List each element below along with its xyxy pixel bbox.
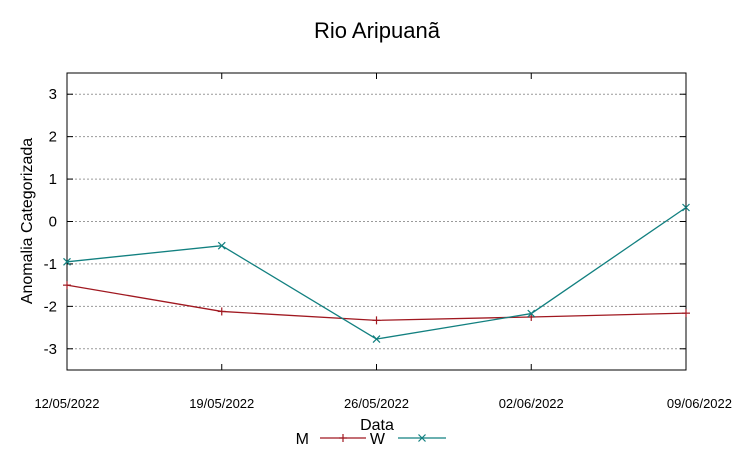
y-axis-ticks: 3 2 1 0 -1 -2 -3 [44, 86, 686, 358]
y-axis-title: Anomalia Categorizada [19, 138, 36, 304]
data-point-W [63, 257, 71, 266]
y-tick-label: 3 [49, 86, 57, 103]
legend-label-W: W [370, 431, 386, 448]
legend-marker-W [418, 434, 426, 442]
x-axis-title: Data [360, 417, 394, 434]
x-axis-ticks: 12/05/2022 19/05/2022 26/05/2022 02/06/2022… [34, 73, 732, 411]
x-tick-label: 19/05/2022 [189, 396, 254, 411]
series-line-M [66, 284, 687, 322]
y-tick-label: -1 [44, 256, 57, 273]
x-tick-label: 09/06/2022 [667, 396, 732, 411]
x-tick-label: 12/05/2022 [34, 396, 99, 411]
data-point-W [527, 309, 536, 318]
legend-label-M: M [296, 431, 309, 448]
y-tick-label: 2 [49, 129, 57, 146]
y-tick-label: 0 [49, 214, 57, 231]
x-tick-label: 02/06/2022 [499, 396, 564, 411]
chart-title: Rio Aripuanã [314, 18, 441, 43]
data-point-W [682, 203, 690, 212]
y-tick-label: -2 [44, 298, 57, 315]
data-point-W [217, 241, 226, 250]
data-point-W [372, 335, 381, 343]
series-layer [63, 203, 690, 343]
x-tick-label: 26/05/2022 [344, 396, 409, 411]
grid-lines [67, 93, 686, 350]
y-tick-label: 1 [49, 171, 57, 188]
y-tick-label: -3 [44, 341, 57, 358]
